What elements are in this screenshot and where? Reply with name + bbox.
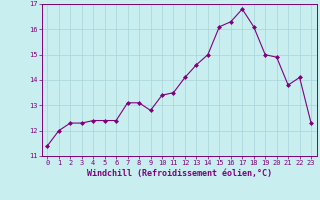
X-axis label: Windchill (Refroidissement éolien,°C): Windchill (Refroidissement éolien,°C) xyxy=(87,169,272,178)
